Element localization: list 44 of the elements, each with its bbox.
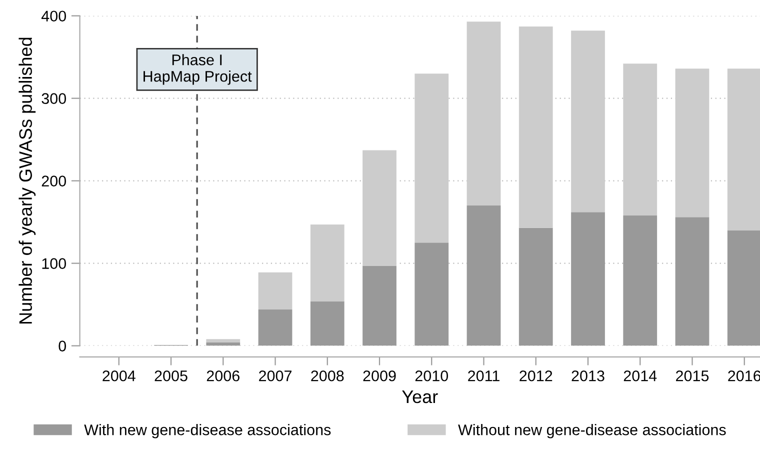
x-tick-label: 2012 [520, 370, 552, 382]
bar [518, 26, 553, 228]
y-tick-label: 100 [42, 258, 66, 269]
x-tick-label: 2015 [676, 370, 709, 382]
bar [675, 68, 710, 218]
x-tick-label: 2007 [259, 370, 292, 382]
annotation: Phase I HapMap Project [144, 54, 252, 85]
x-tick-label: 2005 [154, 370, 188, 382]
x-tick-label: 2006 [206, 370, 240, 382]
y-axis-title: Number of yearly GWASs published [18, 38, 36, 324]
bar [310, 301, 344, 346]
bar [623, 215, 658, 346]
x-tick-label: 2014 [624, 370, 657, 382]
y-tick-label: 200 [42, 176, 66, 186]
y-tick-label: 400 [41, 10, 66, 22]
bar [727, 230, 760, 346]
x-tick-label: 2010 [415, 370, 448, 382]
bar [414, 242, 449, 346]
y-tick-label: 0 [58, 340, 66, 352]
y-tick-label: 300 [42, 93, 66, 104]
bar [310, 224, 344, 302]
bar [206, 339, 240, 342]
bar [571, 30, 605, 212]
bar [518, 228, 553, 346]
legend-label: Without new gene-disease associations [458, 424, 726, 438]
bar [362, 150, 396, 266]
bar [362, 266, 396, 346]
bar [258, 309, 292, 346]
bar [466, 22, 501, 206]
x-tick-label: 2009 [363, 370, 396, 382]
legend-label: With new gene-disease associations [84, 424, 331, 438]
x-tick-label: 2008 [311, 370, 344, 382]
bar [623, 64, 658, 216]
bar [414, 74, 449, 243]
bar [675, 217, 710, 346]
bar [258, 272, 292, 310]
x-tick-label: 2004 [102, 370, 136, 382]
x-tick-label: 2013 [572, 370, 604, 382]
bar [466, 206, 501, 346]
bar [571, 212, 605, 346]
x-axis-title: Year [402, 390, 438, 404]
x-tick-label: 2011 [468, 370, 500, 382]
bar [206, 342, 240, 346]
bar [727, 68, 760, 230]
